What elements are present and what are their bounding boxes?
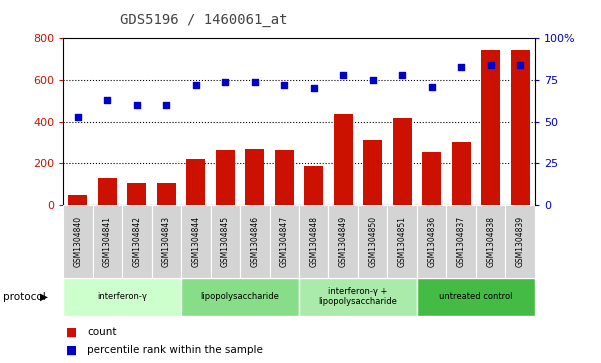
Bar xyxy=(451,142,471,205)
Bar xyxy=(447,205,476,278)
Bar xyxy=(299,278,417,316)
Bar xyxy=(181,205,210,278)
Text: protocol: protocol xyxy=(3,292,46,302)
Bar xyxy=(334,114,353,205)
Point xyxy=(250,79,260,85)
Text: GSM1304851: GSM1304851 xyxy=(398,216,407,267)
Bar xyxy=(63,278,181,316)
Bar xyxy=(299,205,329,278)
Text: GSM1304840: GSM1304840 xyxy=(73,216,82,267)
Point xyxy=(515,62,525,68)
Text: interferon-γ +
lipopolysaccharide: interferon-γ + lipopolysaccharide xyxy=(319,287,397,306)
Bar xyxy=(304,167,323,205)
Point xyxy=(368,77,377,83)
Bar xyxy=(98,178,117,205)
Bar xyxy=(275,150,294,205)
Bar xyxy=(93,205,122,278)
Text: ■: ■ xyxy=(66,344,78,357)
Text: GSM1304850: GSM1304850 xyxy=(368,216,377,267)
Bar xyxy=(181,278,299,316)
Text: GSM1304838: GSM1304838 xyxy=(486,216,495,267)
Text: GSM1304847: GSM1304847 xyxy=(279,216,288,267)
Bar xyxy=(186,159,206,205)
Text: GSM1304848: GSM1304848 xyxy=(310,216,319,267)
Bar xyxy=(210,205,240,278)
Text: count: count xyxy=(87,327,117,337)
Point xyxy=(103,97,112,103)
Bar xyxy=(245,149,264,205)
Text: GDS5196 / 1460061_at: GDS5196 / 1460061_at xyxy=(120,13,288,27)
Bar xyxy=(422,152,441,205)
Text: GSM1304842: GSM1304842 xyxy=(132,216,141,267)
Point xyxy=(73,114,83,119)
Text: GSM1304839: GSM1304839 xyxy=(516,216,525,267)
Point xyxy=(132,102,142,108)
Text: GSM1304841: GSM1304841 xyxy=(103,216,112,267)
Bar xyxy=(358,205,388,278)
Bar xyxy=(329,205,358,278)
Text: GSM1304843: GSM1304843 xyxy=(162,216,171,267)
Bar xyxy=(157,183,176,205)
Text: GSM1304836: GSM1304836 xyxy=(427,216,436,267)
Text: GSM1304837: GSM1304837 xyxy=(457,216,466,267)
Text: untreated control: untreated control xyxy=(439,292,513,301)
Text: GSM1304846: GSM1304846 xyxy=(250,216,259,267)
Text: GSM1304845: GSM1304845 xyxy=(221,216,230,267)
Bar xyxy=(363,140,382,205)
Bar xyxy=(63,205,93,278)
Text: GSM1304849: GSM1304849 xyxy=(339,216,348,267)
Point xyxy=(486,62,495,68)
Text: lipopolysaccharide: lipopolysaccharide xyxy=(201,292,279,301)
Point xyxy=(427,83,436,89)
Point xyxy=(279,82,289,88)
Bar xyxy=(511,50,529,205)
Bar xyxy=(122,205,151,278)
Text: ▶: ▶ xyxy=(40,292,48,302)
Text: percentile rank within the sample: percentile rank within the sample xyxy=(87,345,263,355)
Bar xyxy=(240,205,269,278)
Bar xyxy=(481,50,500,205)
Point xyxy=(338,72,348,78)
Bar xyxy=(417,278,535,316)
Bar xyxy=(476,205,505,278)
Bar xyxy=(127,183,147,205)
Text: ■: ■ xyxy=(66,326,78,339)
Point xyxy=(309,85,319,91)
Bar xyxy=(151,205,181,278)
Bar xyxy=(216,150,235,205)
Bar xyxy=(417,205,447,278)
Point xyxy=(221,79,230,85)
Bar xyxy=(392,118,412,205)
Text: GSM1304844: GSM1304844 xyxy=(191,216,200,267)
Bar xyxy=(505,205,535,278)
Point xyxy=(456,64,466,69)
Text: interferon-γ: interferon-γ xyxy=(97,292,147,301)
Bar xyxy=(388,205,417,278)
Point xyxy=(397,72,407,78)
Bar xyxy=(269,205,299,278)
Bar xyxy=(69,195,87,205)
Point xyxy=(162,102,171,108)
Point xyxy=(191,82,201,88)
